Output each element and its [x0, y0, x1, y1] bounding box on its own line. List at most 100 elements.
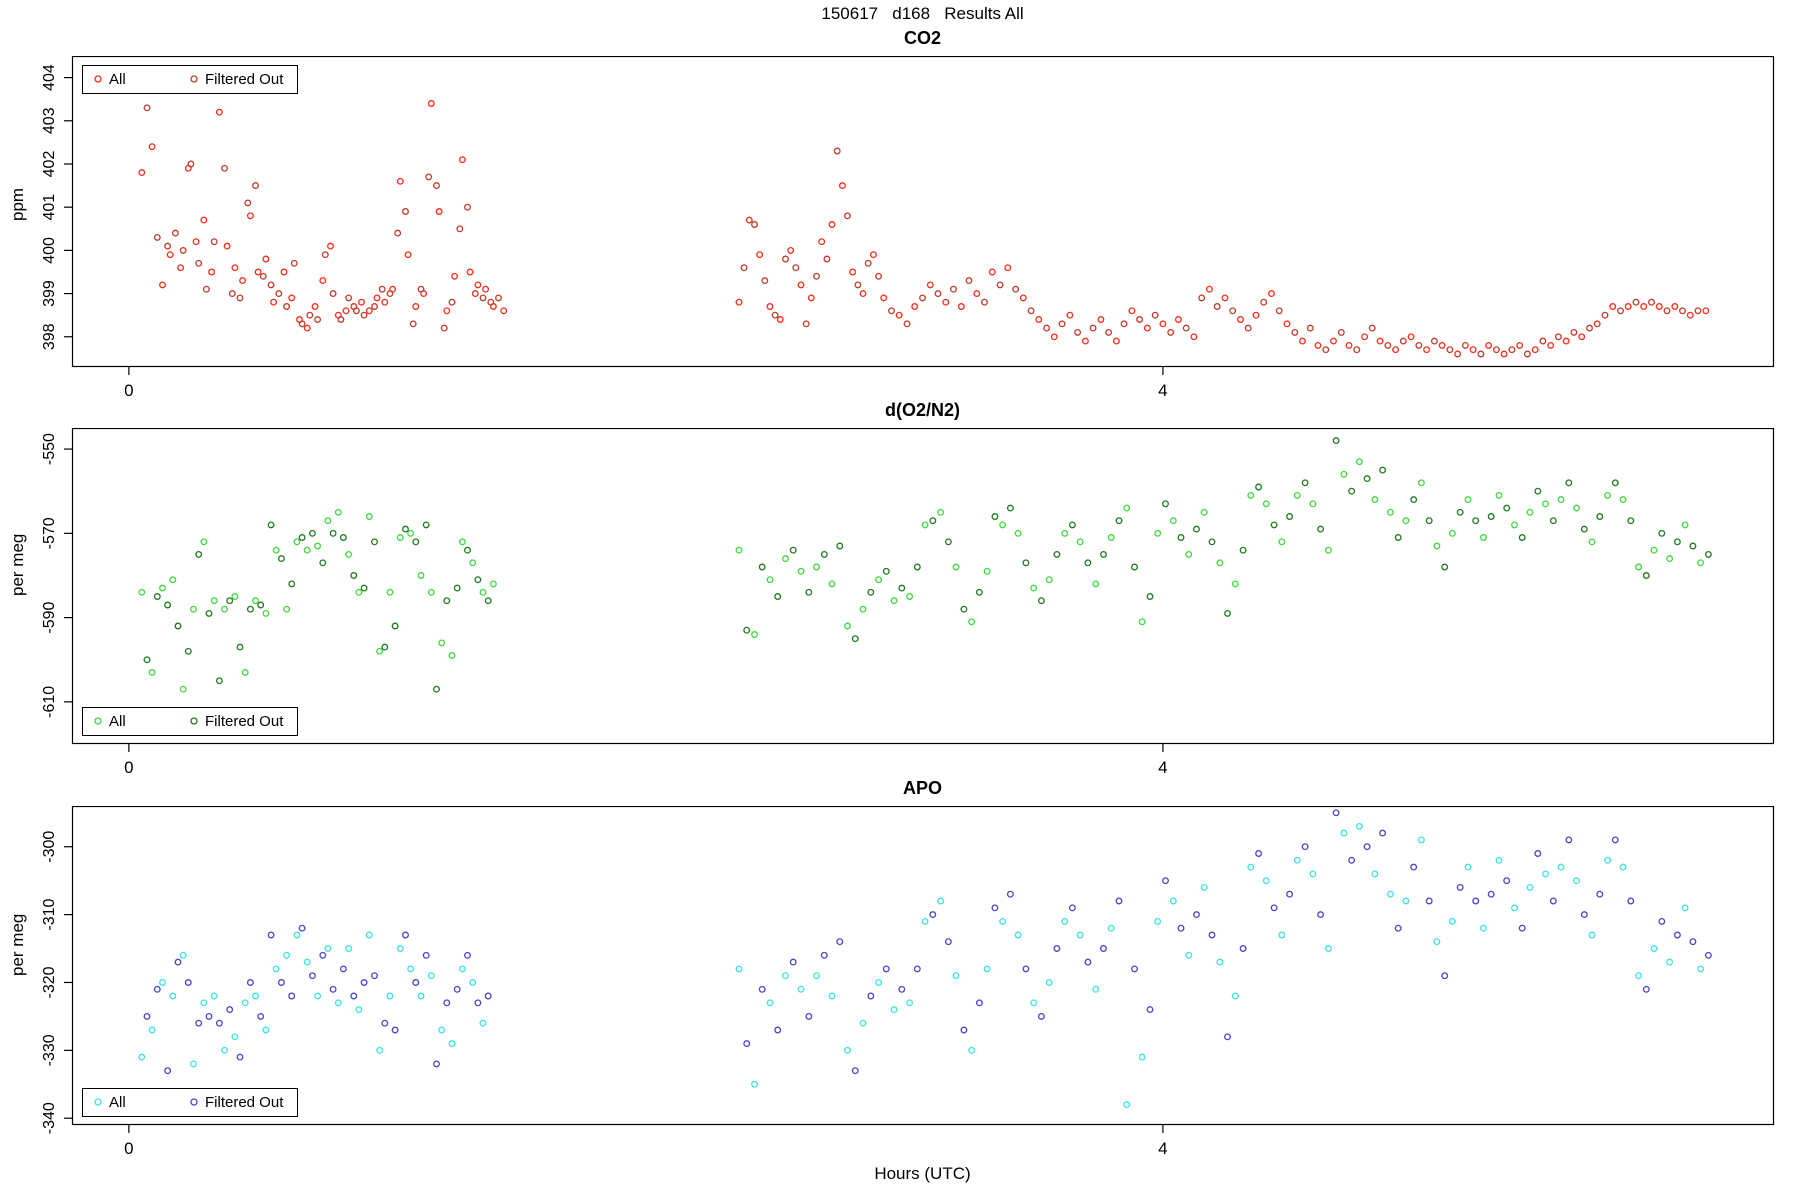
data-point — [823, 255, 831, 263]
data-point — [215, 1019, 223, 1027]
data-point — [1573, 504, 1580, 512]
data-point — [184, 979, 192, 986]
data-point — [1704, 550, 1712, 558]
data-point — [164, 601, 172, 609]
data-point — [1299, 337, 1306, 345]
data-point — [1014, 931, 1022, 939]
data-point — [975, 588, 983, 596]
data-point — [944, 538, 952, 546]
data-point — [999, 917, 1007, 925]
data-point — [1604, 856, 1612, 864]
data-point — [1107, 534, 1115, 541]
data-point — [288, 294, 296, 302]
data-point — [844, 622, 851, 630]
data-point — [1681, 521, 1689, 529]
data-point — [743, 626, 751, 634]
data-point — [195, 259, 203, 267]
data-point — [1679, 307, 1686, 315]
data-point — [210, 238, 218, 246]
legend-marker-icon — [94, 75, 102, 83]
data-point — [1495, 491, 1503, 499]
data-point — [1100, 945, 1107, 952]
data-point — [200, 999, 208, 1007]
data-point — [192, 238, 200, 246]
data-point — [1547, 341, 1555, 349]
data-point — [1518, 924, 1526, 932]
data-point — [339, 965, 347, 973]
data-point — [1523, 350, 1531, 358]
data-point — [1208, 931, 1216, 939]
data-point — [1353, 346, 1361, 354]
data-point — [262, 609, 270, 617]
data-point — [164, 242, 172, 250]
data-point — [190, 1060, 197, 1068]
data-point — [1076, 931, 1084, 939]
data-point — [1237, 316, 1244, 323]
data-point — [1146, 593, 1154, 600]
data-point — [1348, 856, 1356, 864]
data-point — [1648, 298, 1655, 306]
plot-border — [71, 806, 1775, 1126]
data-point — [1255, 483, 1263, 491]
y-tick-label: 403 — [41, 107, 58, 134]
data-point — [880, 294, 888, 302]
data-point — [327, 242, 334, 250]
data-point — [435, 208, 443, 215]
data-point — [787, 246, 795, 254]
data-point — [1425, 897, 1433, 905]
data-point — [433, 685, 440, 693]
data-point — [277, 555, 285, 563]
data-point — [1480, 924, 1487, 932]
data-point — [391, 622, 399, 630]
data-point — [267, 521, 275, 529]
data-point — [314, 316, 322, 323]
data-point — [1697, 559, 1705, 567]
data-point — [1112, 337, 1120, 345]
data-point — [360, 979, 368, 986]
data-point — [221, 605, 228, 613]
data-point — [1425, 517, 1433, 525]
data-point — [1262, 877, 1270, 885]
data-point — [1526, 508, 1534, 516]
data-point — [1477, 350, 1485, 358]
data-point — [1549, 517, 1557, 525]
data-point — [890, 1006, 898, 1014]
data-point — [1485, 341, 1493, 349]
data-point — [1423, 346, 1431, 354]
data-point — [1314, 341, 1322, 349]
data-point — [1666, 555, 1674, 563]
data-point — [484, 992, 492, 1000]
apo-plot: -340 -330 -320 -310 -300 0 4 All Filtered Out — [41, 806, 1775, 1158]
data-point — [458, 156, 466, 164]
x-tick-label: 0 — [124, 381, 133, 400]
co2-panel-title: CO2 — [903, 28, 941, 48]
y-tick-label: 398 — [41, 323, 58, 350]
data-point — [1635, 563, 1643, 571]
data-point — [805, 588, 813, 596]
data-point — [851, 635, 859, 643]
data-point — [358, 298, 365, 306]
data-point — [1324, 945, 1332, 952]
data-point — [1508, 346, 1516, 354]
data-point — [371, 972, 378, 980]
data-point — [1004, 264, 1012, 272]
x-tick-label: 0 — [124, 758, 133, 777]
data-point — [1014, 529, 1022, 537]
data-point — [438, 1026, 446, 1034]
data-point — [1330, 337, 1337, 345]
data-point — [771, 311, 779, 319]
data-point — [1053, 945, 1061, 952]
data-point — [365, 307, 373, 315]
data-point — [1216, 958, 1224, 966]
data-point — [1115, 897, 1123, 905]
data-point — [169, 992, 177, 1000]
data-point — [1554, 333, 1562, 341]
data-point — [1097, 316, 1105, 323]
plot-border — [71, 428, 1775, 745]
data-point — [859, 605, 867, 613]
data-point — [345, 550, 353, 558]
data-point — [272, 546, 280, 554]
co2-filtered-out-points — [143, 104, 1702, 358]
legend-marker-icon — [94, 717, 102, 725]
